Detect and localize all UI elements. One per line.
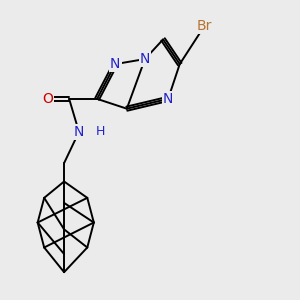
Text: H: H bbox=[96, 125, 105, 138]
Text: Br: Br bbox=[197, 19, 212, 33]
Text: N: N bbox=[110, 57, 120, 71]
Text: N: N bbox=[74, 125, 84, 139]
Text: N: N bbox=[140, 52, 150, 66]
Text: N: N bbox=[163, 92, 173, 106]
Text: O: O bbox=[42, 92, 53, 106]
